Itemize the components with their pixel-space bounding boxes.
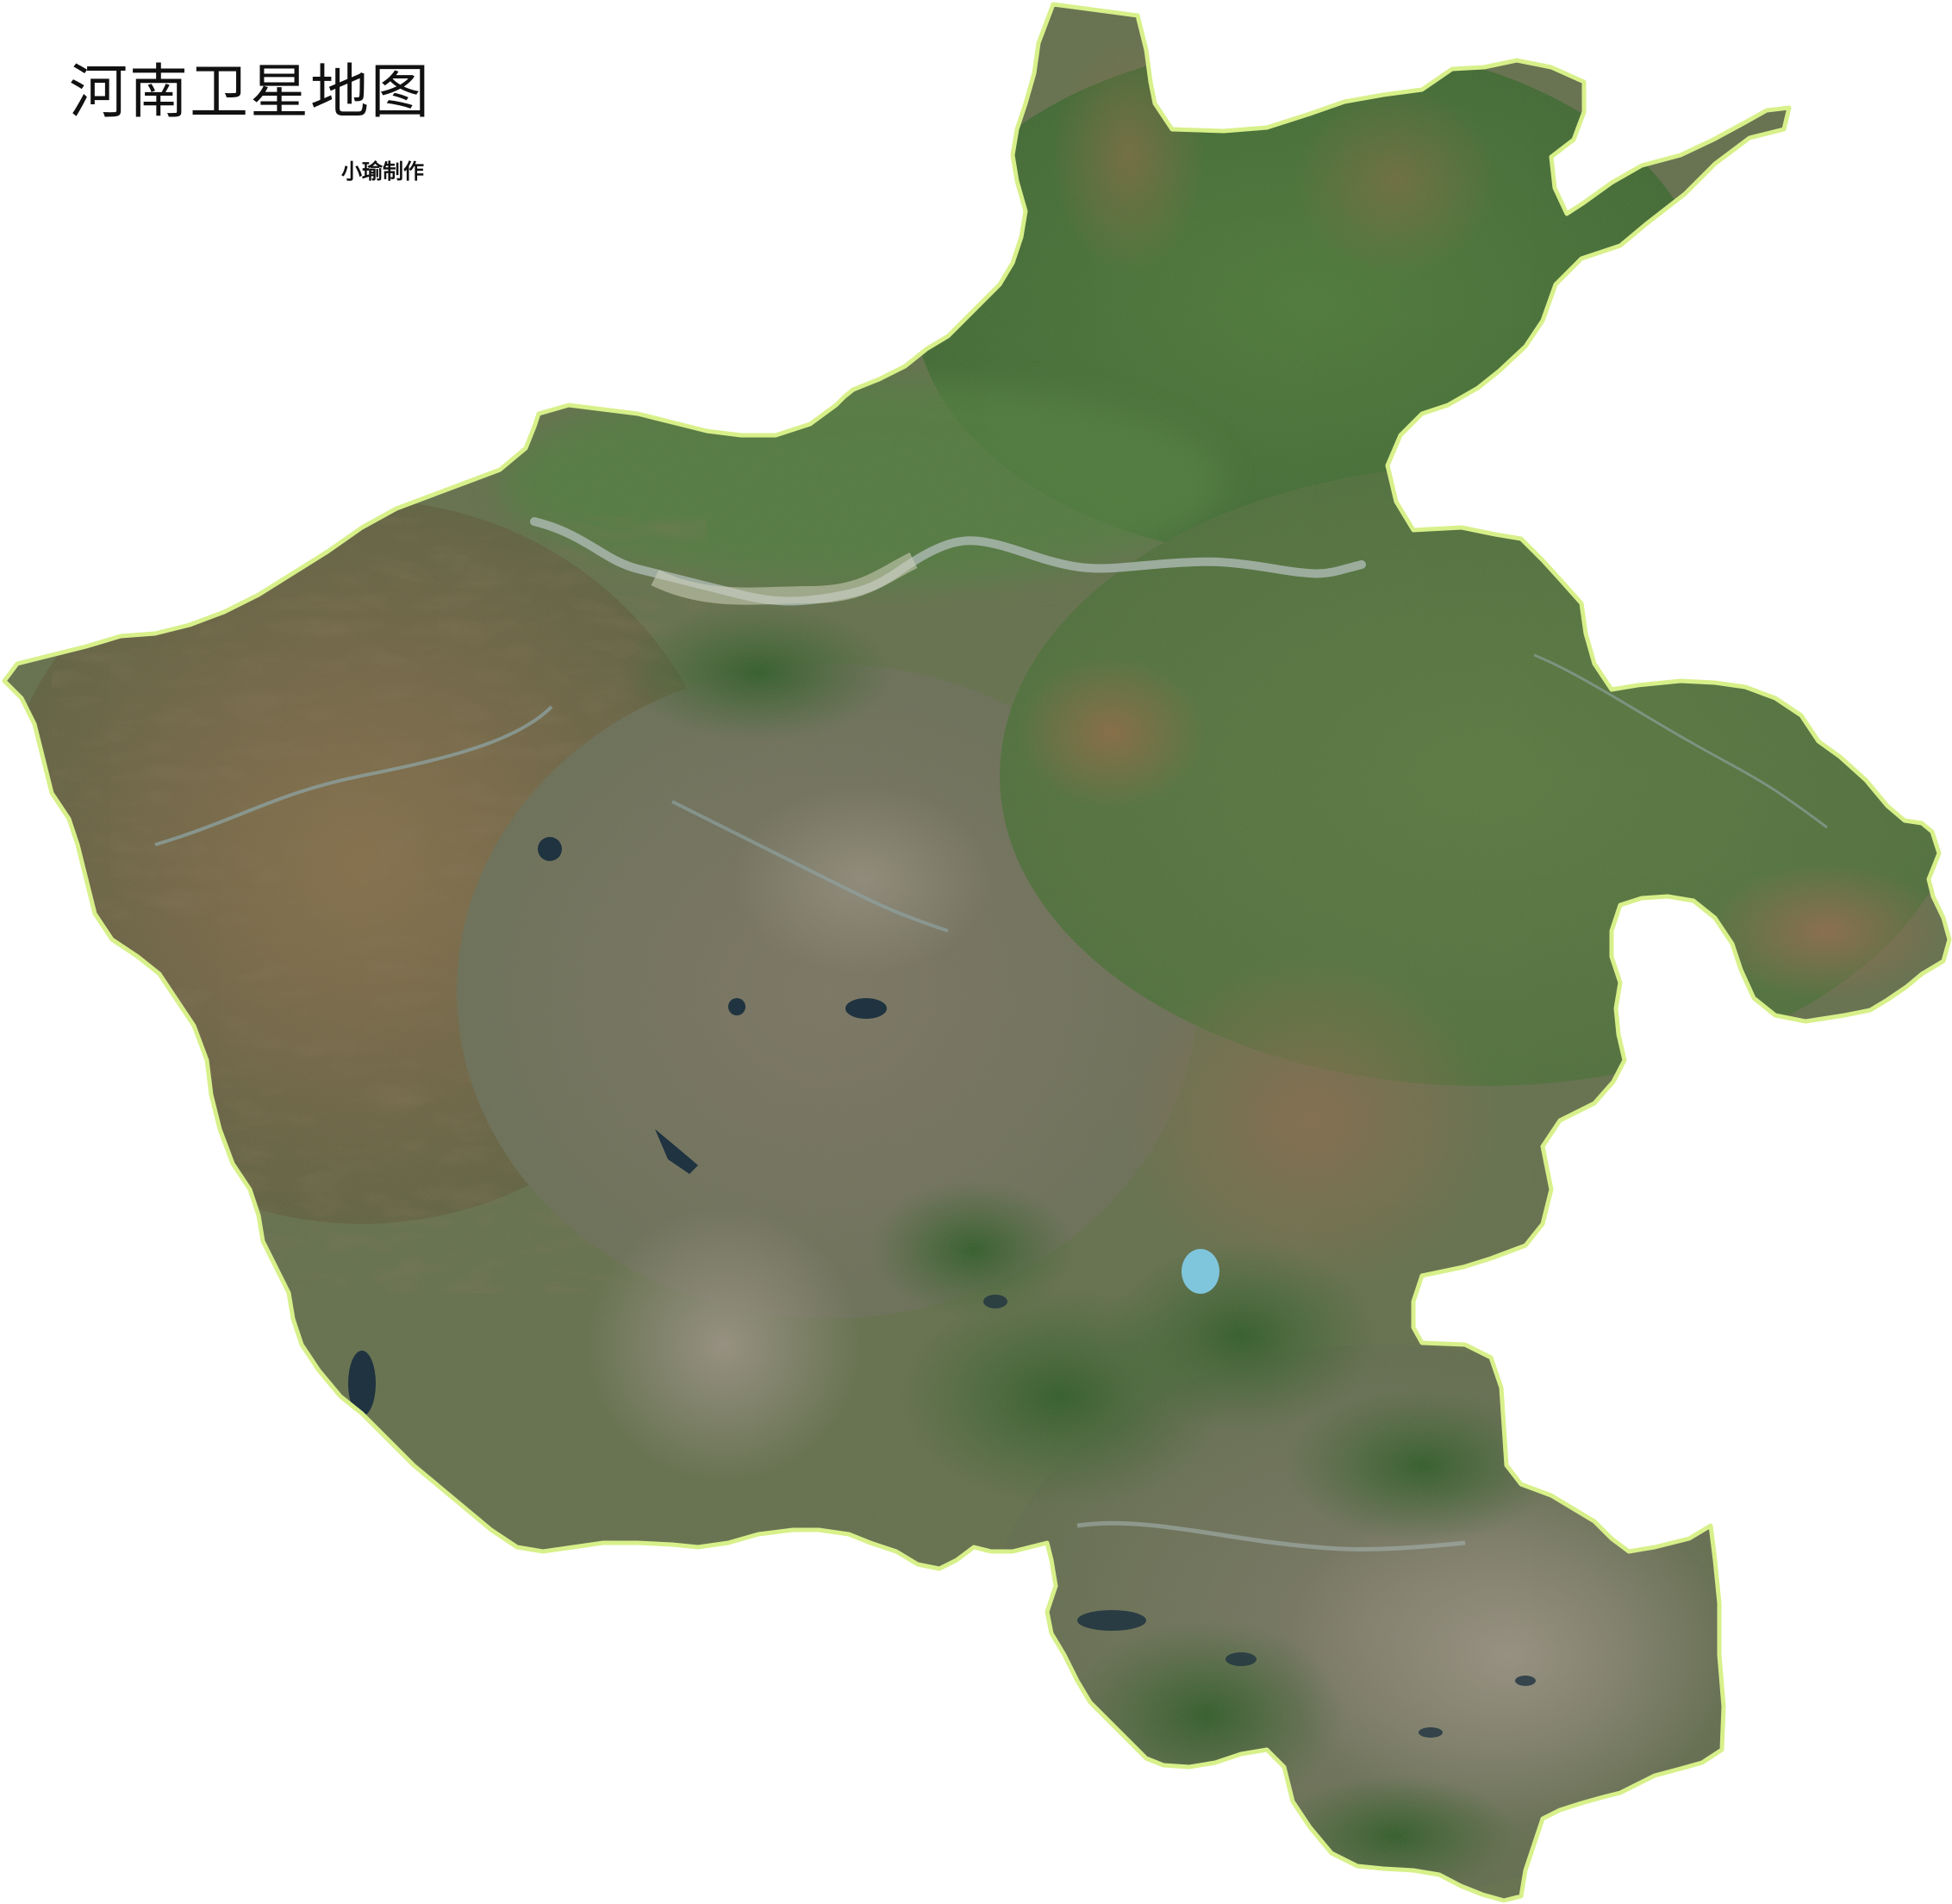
reservoir (348, 1351, 376, 1416)
river (154, 705, 553, 846)
reservoir (1515, 1676, 1536, 1686)
yellow-river-bed (651, 552, 918, 605)
river (1533, 653, 1828, 829)
reservoir (1419, 1727, 1443, 1738)
map-title: 河南卫星地图 (69, 59, 432, 127)
map-credit: 小瑜制作 (341, 159, 424, 184)
reservoir (538, 837, 562, 861)
reservoir (1182, 1249, 1219, 1294)
river (1076, 1520, 1466, 1551)
reservoir (1225, 1652, 1257, 1666)
reservoir (728, 998, 745, 1015)
reservoir (655, 1129, 698, 1174)
reservoir (983, 1295, 1007, 1308)
reservoir (1077, 1610, 1146, 1631)
reservoir (845, 998, 887, 1019)
river (671, 800, 949, 933)
